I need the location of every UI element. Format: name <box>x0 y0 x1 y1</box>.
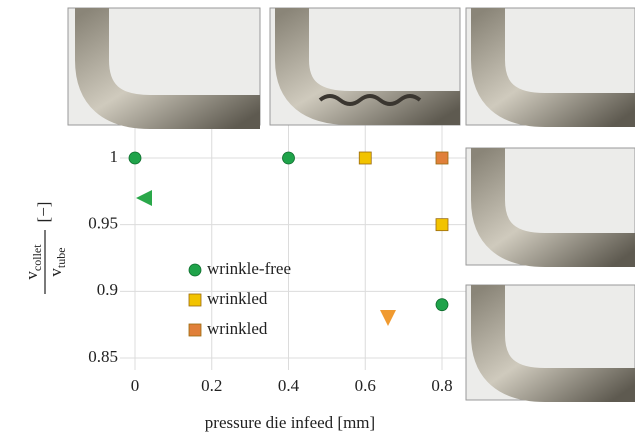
x-tick-label: 0.6 <box>355 376 376 395</box>
point <box>358 151 372 165</box>
legend-label: wrinkle-free <box>207 259 291 278</box>
photos <box>67 7 635 402</box>
photo <box>465 147 635 267</box>
point <box>128 151 142 165</box>
photo <box>465 7 635 127</box>
x-tick-label: 0 <box>131 376 140 395</box>
y-label-v: v <box>22 271 41 280</box>
point <box>435 218 449 232</box>
y-tick-label: 1 <box>110 147 119 166</box>
y-label-denominator: vtube <box>46 247 68 276</box>
photo <box>269 7 461 126</box>
photo <box>465 284 635 402</box>
photo <box>67 7 261 129</box>
y-tick-label: 0.95 <box>88 214 118 233</box>
y-tick-label: 0.85 <box>88 347 118 366</box>
y-tick-label: 0.9 <box>97 280 118 299</box>
legend-label: wrinkled <box>207 319 268 338</box>
legend-marker <box>188 323 202 337</box>
y-label-v: v <box>46 268 65 277</box>
point <box>435 298 449 312</box>
y-label-sub: collet <box>30 244 44 271</box>
y-axis-label: vcollet vtube [−] <box>22 202 68 294</box>
legend-marker <box>188 263 202 277</box>
trend-arrow <box>136 190 396 326</box>
y-label-numerator: vcollet <box>22 244 44 280</box>
y-label-sub: tube <box>54 247 68 268</box>
x-tick-label: 0.4 <box>278 376 300 395</box>
y-label-unit: [−] <box>34 202 53 223</box>
point <box>282 151 295 165</box>
point <box>435 151 449 165</box>
x-axis-label: pressure die infeed [mm] <box>205 413 375 432</box>
x-tick-label: 0.2 <box>201 376 222 395</box>
x-tick-label: 0.8 <box>431 376 452 395</box>
legend-marker <box>188 293 202 307</box>
legend-label: wrinkled <box>207 289 268 308</box>
